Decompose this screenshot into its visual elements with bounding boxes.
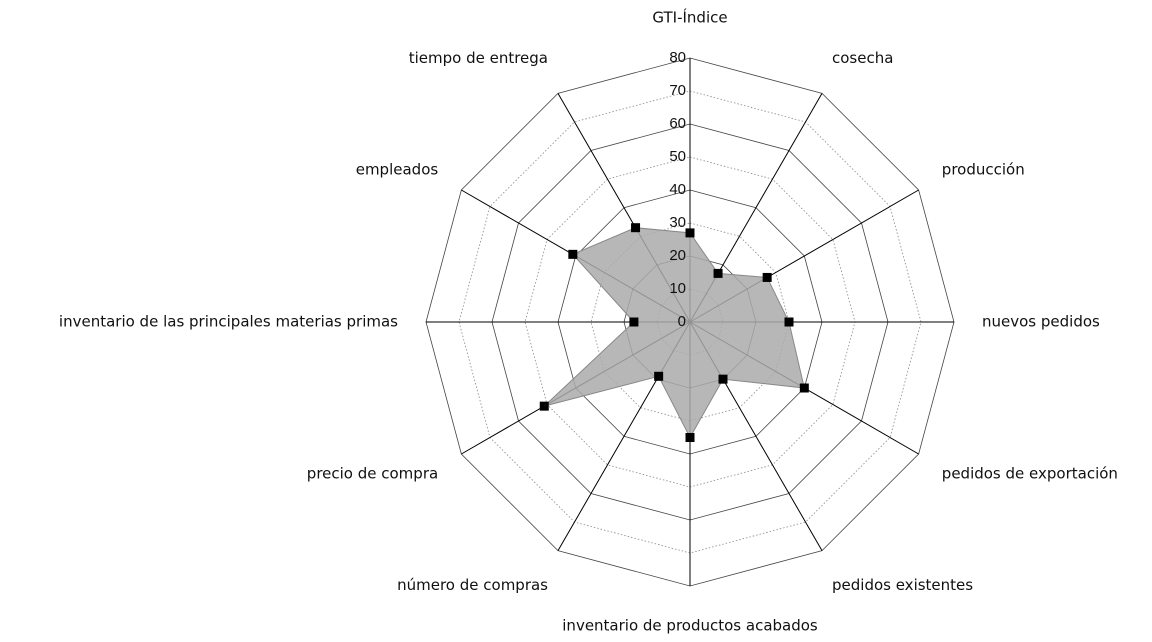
category-label: pedidos existentes — [832, 576, 973, 594]
data-marker — [718, 374, 728, 384]
data-marker — [568, 249, 578, 259]
category-label: empleados — [356, 161, 439, 179]
data-marker — [629, 317, 639, 327]
data-marker — [713, 268, 723, 278]
category-label: nuevos pedidos — [982, 313, 1100, 331]
data-marker — [799, 383, 809, 393]
tick-label: 20 — [669, 247, 686, 264]
category-label: número de compras — [397, 576, 548, 594]
tick-label: 70 — [669, 82, 686, 99]
data-marker — [631, 223, 641, 233]
tick-label: 30 — [669, 214, 686, 231]
category-label: precio de compra — [307, 465, 438, 483]
data-marker — [685, 228, 695, 238]
category-label: producción — [942, 161, 1025, 179]
category-label: tiempo de entrega — [409, 49, 548, 67]
category-label: GTI-Índice — [652, 8, 727, 27]
tick-label: 50 — [669, 148, 686, 165]
tick-label: 80 — [669, 49, 686, 66]
data-marker — [654, 371, 664, 381]
data-marker — [539, 401, 549, 411]
category-label: inventario de las principales materias p… — [59, 313, 398, 331]
tick-label: 0 — [678, 313, 686, 330]
category-label: cosecha — [832, 49, 893, 67]
data-marker — [784, 317, 794, 327]
category-label: inventario de productos acabados — [562, 617, 818, 635]
tick-label: 40 — [669, 181, 686, 198]
category-label: pedidos de exportación — [942, 465, 1118, 483]
tick-label: 10 — [669, 280, 686, 297]
data-marker — [762, 272, 772, 282]
data-marker — [685, 433, 695, 442]
tick-label: 60 — [669, 115, 686, 132]
